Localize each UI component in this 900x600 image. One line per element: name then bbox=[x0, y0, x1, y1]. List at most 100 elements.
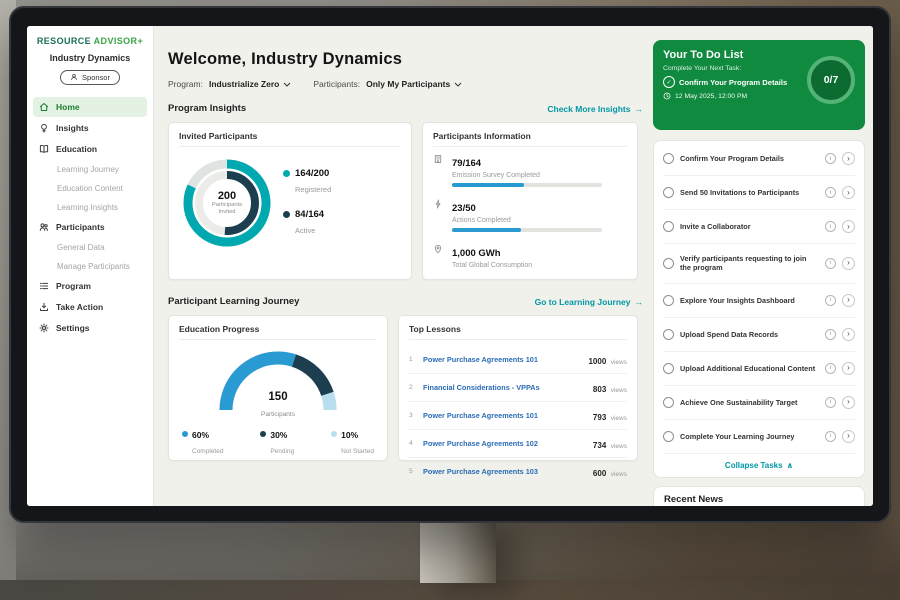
task-checkbox[interactable] bbox=[663, 153, 674, 164]
chevron-right-icon[interactable]: › bbox=[842, 220, 855, 233]
task-help-icon[interactable]: i bbox=[825, 362, 836, 374]
arrow-right-icon: → bbox=[634, 103, 644, 114]
chevron-right-icon[interactable]: › bbox=[842, 186, 855, 199]
lesson-link[interactable]: Power Purchase Agreements 102 bbox=[423, 439, 538, 448]
app-logo-primary: RESOURCE bbox=[36, 36, 92, 46]
collapse-tasks-link[interactable]: Collapse Tasks ∧ bbox=[724, 460, 794, 470]
chevron-right-icon[interactable]: › bbox=[842, 327, 855, 341]
participants-filter-label: Participants: bbox=[313, 79, 361, 89]
chevron-right-icon[interactable]: › bbox=[842, 429, 855, 443]
sidebar-item-label: Program bbox=[56, 281, 91, 291]
task-row[interactable]: Explore Your Insights Dashboard i › bbox=[663, 284, 855, 318]
sidebar: RESOURCE ADVISOR+ Industry Dynamics Spon… bbox=[27, 26, 154, 506]
task-checkbox[interactable] bbox=[663, 430, 674, 442]
program-filter-label: Program: bbox=[168, 79, 203, 89]
chevron-right-icon[interactable]: › bbox=[842, 361, 855, 375]
card-title: Participants Information bbox=[433, 131, 627, 147]
card-title: Invited Participants bbox=[179, 131, 401, 147]
task-row[interactable]: Upload Additional Educational Content i … bbox=[663, 352, 855, 386]
lesson-link[interactable]: Power Purchase Agreements 103 bbox=[423, 467, 538, 476]
todo-panel: Your To Do List Complete Your Next Task:… bbox=[649, 26, 873, 506]
sidebar-item-manage-participants[interactable]: Manage Participants bbox=[33, 257, 147, 275]
invited-participants-card: Invited Participants 200 Participants In… bbox=[168, 122, 412, 280]
progress-fill bbox=[452, 183, 524, 187]
todo-tasks-card: Confirm Your Program Details i › Send 50… bbox=[653, 140, 865, 478]
legend-item: 30% Pending bbox=[260, 430, 294, 458]
chevron-right-icon[interactable]: › bbox=[842, 293, 855, 307]
book-icon bbox=[39, 144, 49, 154]
task-row[interactable]: Verify participants requesting to join t… bbox=[663, 244, 855, 284]
sidebar-item-label: Learning Journey bbox=[57, 164, 119, 174]
legend-dot bbox=[260, 431, 267, 437]
section-heading-learning-journey: Participant Learning Journey bbox=[168, 296, 300, 307]
legend-dot bbox=[283, 211, 290, 218]
task-help-icon[interactable]: i bbox=[825, 396, 836, 408]
task-row[interactable]: Send 50 Invitations to Participants i › bbox=[663, 176, 855, 210]
check-more-insights-link[interactable]: Check More Insights → bbox=[547, 103, 644, 114]
sidebar-item-education[interactable]: Education bbox=[33, 139, 147, 159]
sidebar-item-learning-journey[interactable]: Learning Journey bbox=[33, 160, 147, 178]
gear-icon bbox=[39, 323, 49, 333]
sidebar-item-general-data[interactable]: General Data bbox=[33, 238, 147, 256]
task-checkbox[interactable] bbox=[663, 328, 674, 340]
sidebar-item-settings[interactable]: Settings bbox=[33, 318, 147, 338]
section-heading-program-insights: Program Insights bbox=[168, 103, 247, 114]
chevron-right-icon[interactable]: › bbox=[842, 395, 855, 409]
sidebar-item-insights[interactable]: Insights bbox=[33, 118, 147, 138]
lesson-link[interactable]: Financial Considerations - VPPAs bbox=[423, 383, 540, 392]
sidebar-item-learning-insights[interactable]: Learning Insights bbox=[33, 198, 147, 216]
sidebar-item-program[interactable]: Program bbox=[33, 276, 147, 296]
sidebar-item-take-action[interactable]: Take Action bbox=[33, 297, 147, 317]
info-row: 23/50 Actions Completed bbox=[433, 198, 627, 232]
task-help-icon[interactable]: i bbox=[825, 257, 836, 269]
todo-summary-card: Your To Do List Complete Your Next Task:… bbox=[653, 40, 865, 130]
lesson-row: 2 Financial Considerations - VPPAs 803 v… bbox=[409, 374, 627, 402]
task-checkbox[interactable] bbox=[663, 187, 674, 198]
lesson-link[interactable]: Power Purchase Agreements 101 bbox=[423, 355, 538, 364]
task-checkbox[interactable] bbox=[663, 221, 674, 232]
education-progress-gauge-chart: 150 Participants bbox=[214, 346, 342, 421]
task-help-icon[interactable]: i bbox=[825, 153, 836, 164]
sidebar-item-label: Home bbox=[56, 102, 80, 112]
task-row[interactable]: Achieve One Sustainability Target i › bbox=[663, 386, 855, 420]
task-row[interactable]: Complete Your Learning Journey i › bbox=[663, 420, 855, 454]
task-help-icon[interactable]: i bbox=[825, 221, 836, 232]
legend-item: 84/164 Active bbox=[283, 209, 331, 238]
list-icon bbox=[39, 281, 49, 291]
task-help-icon[interactable]: i bbox=[825, 187, 836, 198]
sidebar-item-education-content[interactable]: Education Content bbox=[33, 179, 147, 197]
task-help-icon[interactable]: i bbox=[825, 294, 836, 306]
sidebar-item-home[interactable]: Home bbox=[33, 97, 147, 117]
lightbulb-icon bbox=[39, 123, 49, 133]
task-row[interactable]: Upload Spend Data Records i › bbox=[663, 318, 855, 352]
participants-dropdown-value: Only My Participants bbox=[366, 79, 451, 89]
chevron-right-icon[interactable]: › bbox=[842, 256, 855, 270]
legend-item: 164/200 Registered bbox=[283, 168, 331, 197]
screen: RESOURCE ADVISOR+ Industry Dynamics Spon… bbox=[27, 26, 873, 506]
task-checkbox[interactable] bbox=[663, 362, 674, 374]
lesson-row: 3 Power Purchase Agreements 101 793 view… bbox=[409, 402, 627, 430]
task-help-icon[interactable]: i bbox=[825, 430, 836, 442]
task-help-icon[interactable]: i bbox=[825, 328, 836, 340]
program-dropdown[interactable]: Industrialize Zero bbox=[209, 79, 291, 89]
legend-dot bbox=[331, 431, 338, 437]
main-content: Welcome, Industry Dynamics Program: Indu… bbox=[154, 26, 649, 506]
task-checkbox[interactable] bbox=[663, 294, 674, 306]
go-to-learning-journey-link[interactable]: Go to Learning Journey → bbox=[534, 296, 644, 307]
task-checkbox[interactable] bbox=[663, 396, 674, 408]
person-icon bbox=[71, 73, 77, 80]
org-name: Industry Dynamics bbox=[49, 53, 131, 63]
gauge-center-value: 150 bbox=[268, 391, 288, 403]
sponsor-badge[interactable]: Sponsor bbox=[60, 69, 120, 85]
chevron-right-icon[interactable]: › bbox=[842, 152, 855, 165]
program-dropdown-value: Industrialize Zero bbox=[208, 79, 280, 89]
arrow-right-icon: → bbox=[634, 296, 644, 307]
task-checkbox[interactable] bbox=[663, 257, 674, 269]
sidebar-item-participants[interactable]: Participants bbox=[33, 217, 147, 237]
legend-dot bbox=[182, 431, 188, 437]
progress-bar bbox=[452, 183, 602, 187]
participants-dropdown[interactable]: Only My Participants bbox=[366, 79, 462, 89]
task-row[interactable]: Invite a Collaborator i › bbox=[663, 210, 855, 244]
lesson-link[interactable]: Power Purchase Agreements 101 bbox=[423, 411, 538, 420]
task-row[interactable]: Confirm Your Program Details i › bbox=[663, 142, 855, 176]
